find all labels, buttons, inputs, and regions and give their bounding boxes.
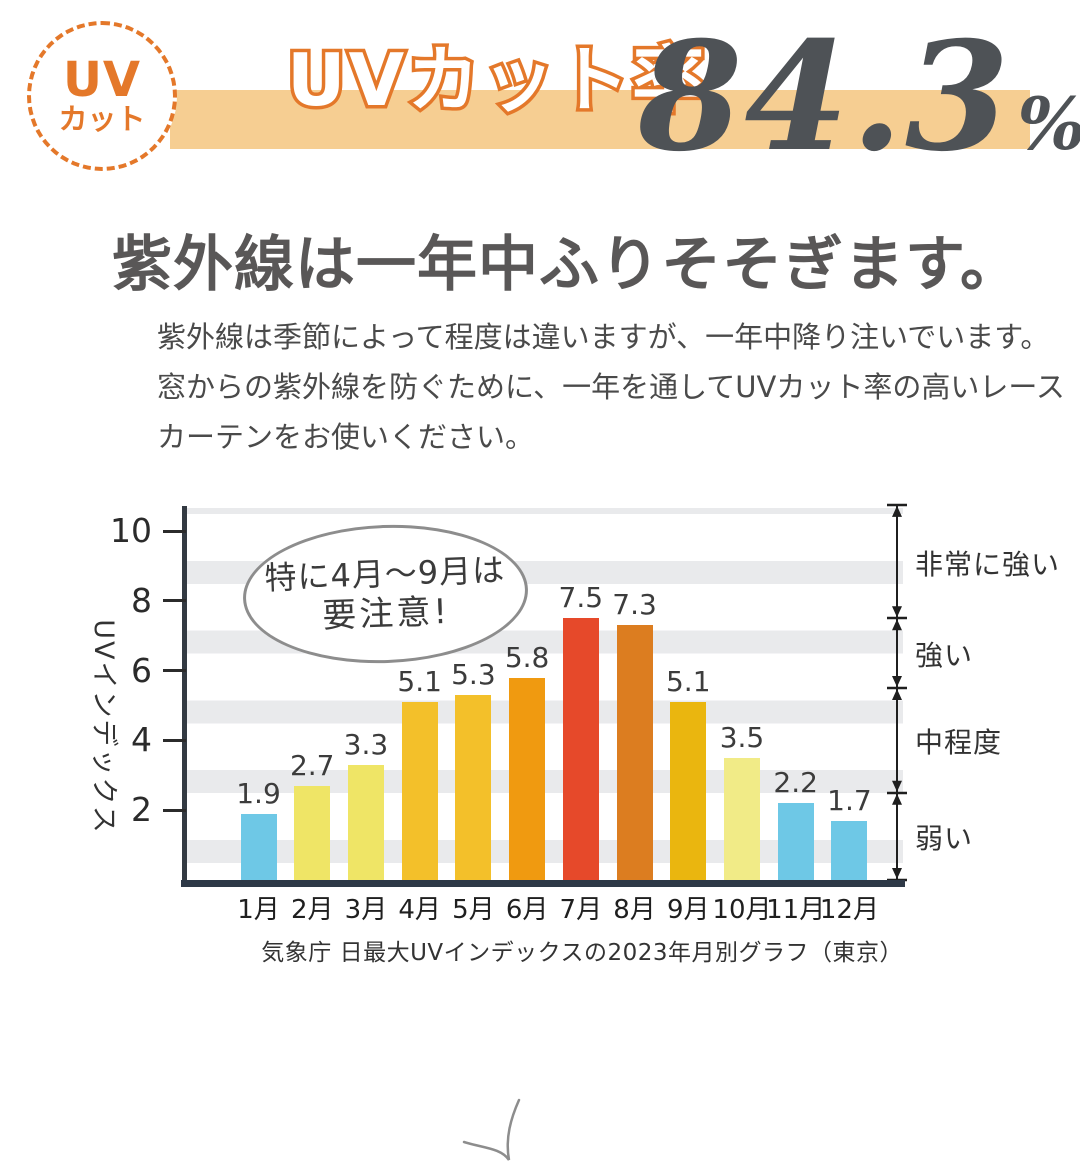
y-tick-label: 2 [90, 790, 152, 830]
x-axis-line [181, 880, 905, 887]
bar-value-label: 3.3 [321, 729, 411, 761]
uv-strength-bracket [884, 490, 918, 890]
body-line-3: カーテンをお使いください。 [157, 412, 1065, 462]
uv-cut-badge: UV カット [27, 21, 177, 171]
y-tick-label: 8 [90, 581, 152, 621]
page-title: 紫外線は一年中ふりそそぎます。 [112, 216, 1021, 303]
bar-5月 [455, 695, 491, 880]
body-line-1: 紫外線は季節によって程度は違いますが、一年中降り注いでいます。 [157, 312, 1065, 362]
chart-caption: 気象庁 日最大UVインデックスの2023年月別グラフ（東京） [186, 933, 903, 967]
bar-1月 [241, 814, 277, 880]
uv-strength-label: 弱い [915, 822, 1075, 856]
bar-value-label: 1.9 [214, 778, 304, 810]
bar-12月 [831, 821, 867, 880]
uv-strength-label: 強い [915, 639, 1075, 673]
body-line-2: 窓からの紫外線を防ぐために、一年を通してUVカット率の高いレース [157, 362, 1065, 412]
bar-value-label: 5.1 [643, 666, 733, 698]
callout-line-2: 要注意! [322, 592, 451, 636]
rate-percent-sign: % [1017, 81, 1080, 166]
bar-8月 [617, 625, 653, 880]
badge-line-uv: UV [63, 57, 141, 103]
bar-value-label: 1.7 [804, 785, 894, 817]
y-tick [163, 530, 186, 533]
y-tick [163, 599, 186, 602]
x-axis-label: 12月 [804, 889, 894, 926]
y-tick [163, 739, 186, 742]
body-copy: 紫外線は季節によって程度は違いますが、一年中降り注いでいます。 窓からの紫外線を… [157, 312, 1065, 462]
rate-number: 84.3 [638, 9, 1011, 185]
y-tick-label: 4 [90, 720, 152, 760]
uv-strength-label: 中程度 [915, 726, 1075, 760]
bar-6月 [509, 678, 545, 880]
bar-3月 [348, 765, 384, 880]
y-axis-line [182, 506, 187, 880]
bar-value-label: 5.8 [482, 642, 572, 674]
y-tick-label: 6 [90, 651, 152, 691]
callout-bubble-tail-icon [455, 1090, 535, 1174]
y-tick [163, 669, 186, 672]
uv-strength-label: 非常に強い [915, 548, 1075, 582]
bar-value-label: 7.3 [590, 589, 680, 621]
badge-line-cut: カット [58, 103, 145, 135]
bar-value-label: 3.5 [697, 722, 787, 754]
uv-index-bar-chart: UVインデックス 気象庁 日最大UVインデックスの2023年月別グラフ（東京） … [0, 490, 1080, 990]
callout-line-1: 特に4月〜9月は [264, 550, 506, 598]
y-tick-label: 10 [90, 511, 152, 551]
y-tick [163, 809, 186, 812]
uv-cut-rate-value: 84.3% [638, 22, 1080, 172]
